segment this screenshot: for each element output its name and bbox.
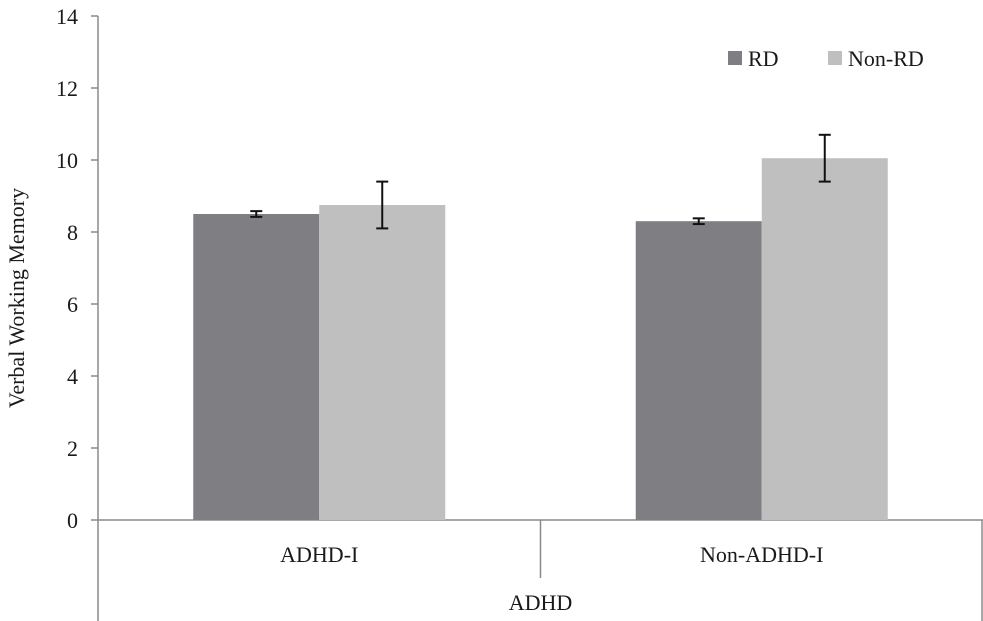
- y-tick-label: 0: [67, 508, 78, 533]
- y-tick-label: 4: [67, 364, 78, 389]
- x-axis-title: ADHD: [509, 590, 573, 615]
- legend-item: RD: [728, 46, 779, 71]
- legend-item: Non-RD: [828, 46, 924, 71]
- x-category-label: Non-ADHD-I: [700, 542, 823, 567]
- error-bar: [376, 180, 389, 230]
- bar: [761, 158, 888, 520]
- error-bar: [818, 133, 831, 183]
- legend-label: RD: [748, 46, 779, 71]
- legend-swatch: [828, 51, 842, 65]
- error-bars: [250, 133, 831, 230]
- error-bar: [250, 210, 263, 218]
- legend-swatch: [728, 51, 742, 65]
- y-tick-label: 12: [56, 76, 78, 101]
- y-tick-label: 6: [67, 292, 78, 317]
- bar: [635, 221, 762, 520]
- bar: [193, 214, 320, 520]
- y-tick-label: 8: [67, 220, 78, 245]
- error-bar: [692, 217, 705, 226]
- y-axis-title: Verbal Working Memory: [4, 188, 29, 408]
- legend-label: Non-RD: [848, 46, 924, 71]
- y-tick-label: 2: [67, 436, 78, 461]
- y-tick-label: 14: [56, 4, 78, 29]
- y-axis: 0 2 4 6 8 10 12 14: [56, 4, 99, 621]
- y-tick-label: 10: [56, 148, 78, 173]
- bar: [319, 205, 446, 520]
- bars: [193, 158, 888, 520]
- x-category-label: ADHD-I: [280, 542, 358, 567]
- legend: RD Non-RD: [728, 46, 924, 71]
